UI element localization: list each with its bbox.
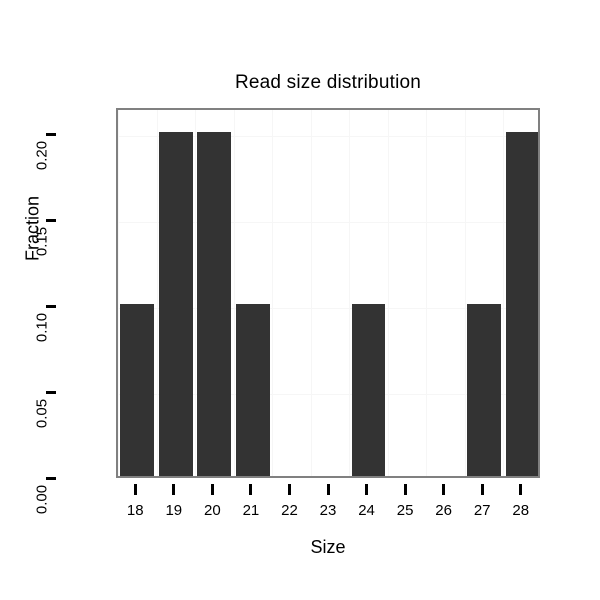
- x-tick-label: 27: [473, 502, 491, 519]
- gridline-vertical: [233, 110, 235, 476]
- y-tick-label: 0.10: [33, 312, 51, 343]
- gridline-vertical: [156, 110, 158, 476]
- y-tick-label: 0.20: [33, 140, 51, 170]
- gridline-horizontal: [118, 221, 538, 223]
- x-tick-label: 19: [165, 502, 183, 519]
- plot-inner: [118, 110, 538, 476]
- y-tick-mark: [46, 477, 56, 480]
- x-axis-title: Size: [310, 537, 346, 557]
- x-tick-mark: [287, 484, 291, 495]
- bar: [467, 303, 502, 476]
- gridline-horizontal: [118, 393, 538, 395]
- bar: [505, 131, 538, 476]
- gridline-vertical: [118, 110, 119, 476]
- x-tick-mark: [403, 484, 407, 495]
- chart-title: Read size distribution: [234, 72, 422, 93]
- bar: [197, 131, 232, 476]
- gridline-vertical: [387, 110, 389, 476]
- x-tick-mark: [249, 484, 253, 495]
- y-tick-mark: [46, 390, 56, 394]
- x-tick-mark: [365, 484, 369, 495]
- bar: [158, 131, 193, 476]
- gridline-vertical: [503, 110, 505, 476]
- x-tick-label: 26: [435, 502, 452, 519]
- gridline-vertical: [426, 110, 428, 476]
- gridline-horizontal: [118, 307, 538, 309]
- y-tick-mark: [46, 304, 56, 308]
- gridline-vertical: [272, 110, 274, 476]
- gridline-horizontal: [118, 135, 538, 137]
- gridline-vertical: [464, 110, 466, 476]
- plot-area: [116, 108, 540, 478]
- gridline-vertical: [349, 110, 351, 476]
- bar: [351, 303, 386, 476]
- y-tick-label: 0.15: [33, 226, 51, 256]
- x-tick-mark: [172, 484, 176, 495]
- x-tick-mark: [326, 484, 330, 495]
- y-tick-label: 0.05: [33, 398, 51, 429]
- x-tick-label: 22: [281, 502, 298, 519]
- y-axis: Fraction 0.00 0.05 0.10 0.15 0.20: [0, 0, 116, 600]
- x-tick-label: 18: [126, 502, 144, 519]
- x-tick-label: 24: [358, 502, 375, 519]
- x-tick-mark: [442, 484, 446, 495]
- y-tick-mark: [46, 218, 56, 222]
- x-tick-label: 25: [396, 502, 414, 519]
- x-tick-mark: [210, 484, 214, 495]
- x-tick-mark: [519, 484, 523, 495]
- gridline-vertical: [310, 110, 312, 476]
- gridline-vertical: [195, 110, 197, 476]
- x-tick-label: 20: [204, 502, 221, 519]
- x-tick-label: 21: [242, 502, 260, 519]
- bar: [120, 303, 155, 476]
- x-tick-label: 23: [319, 502, 337, 519]
- x-tick-label: 28: [512, 502, 530, 519]
- bar: [235, 303, 270, 476]
- y-tick-mark: [46, 132, 56, 136]
- x-tick-mark: [480, 484, 484, 495]
- x-axis: 18 19 20 21 22 23 24 25 26 27 28 Size: [0, 478, 600, 600]
- x-tick-mark: [133, 484, 137, 495]
